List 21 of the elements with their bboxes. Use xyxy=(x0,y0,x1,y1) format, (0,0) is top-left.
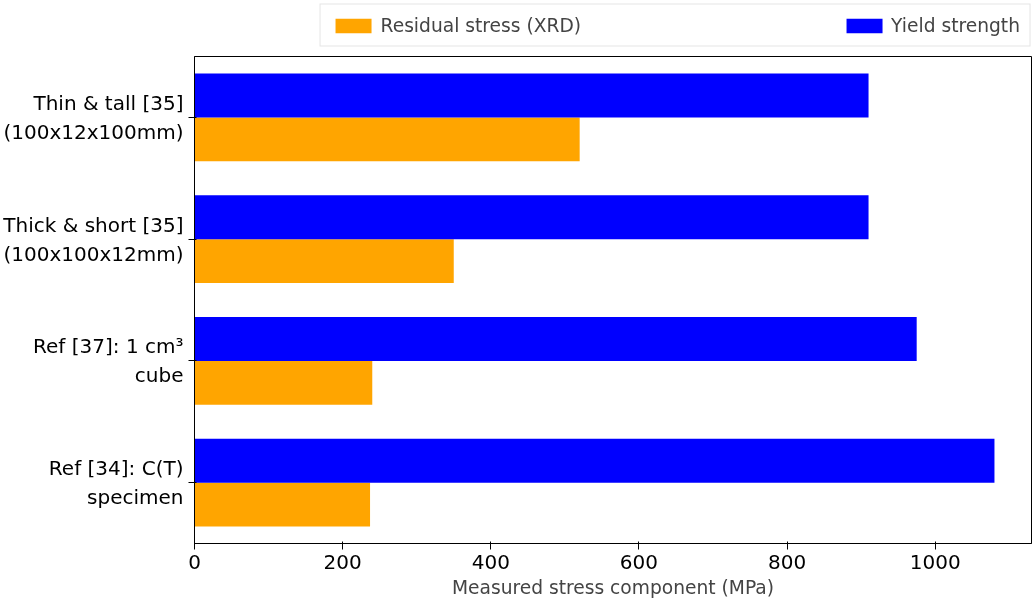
bar xyxy=(194,317,917,361)
y-tick-label: Ref [37]: 1 cm³ cube xyxy=(33,334,184,388)
y-tick-label: Ref [34]: C(T) specimen xyxy=(48,456,184,510)
x-tick-label: 800 xyxy=(767,549,807,574)
bar xyxy=(194,117,580,162)
bar xyxy=(194,360,373,405)
x-tick-label: 400 xyxy=(471,549,510,574)
bar xyxy=(194,239,454,283)
bar xyxy=(194,438,995,483)
x-tick-label: 600 xyxy=(619,549,659,574)
y-tick-label: Thick & short [35] (100x100x12mm) xyxy=(2,212,184,266)
x-axis-title: Measured stress component (MPa) xyxy=(451,576,775,598)
bar xyxy=(194,73,869,118)
x-tick-label: 1000 xyxy=(909,549,961,574)
x-tick-label: 0 xyxy=(188,549,201,574)
bar xyxy=(194,195,869,240)
x-tick-label: 200 xyxy=(323,549,362,574)
bar xyxy=(194,482,371,527)
y-tick-label: Thin & tall [35] (100x12x100mm) xyxy=(3,90,184,144)
legend-label: Yield strength xyxy=(891,14,1020,36)
legend-label: Residual stress (XRD) xyxy=(380,14,582,36)
